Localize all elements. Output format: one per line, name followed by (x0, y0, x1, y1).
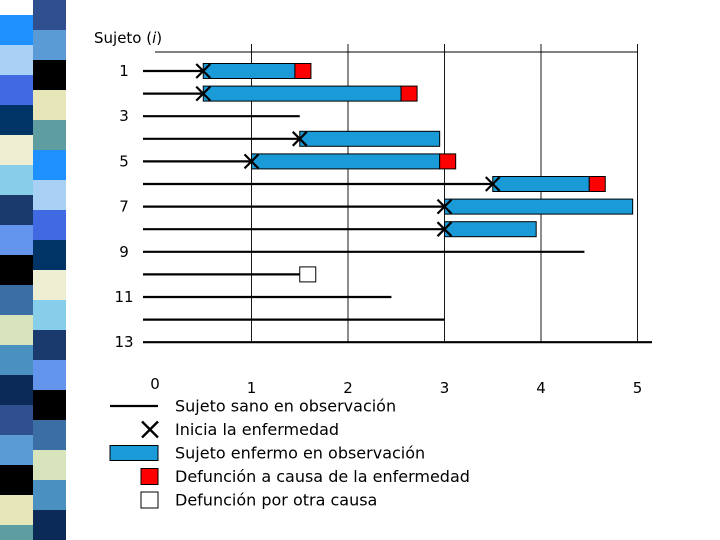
legend-item-healthy: Sujeto sano en observación (110, 397, 396, 416)
disease-death-marker-2 (400, 85, 418, 102)
grid-lines (155, 44, 638, 343)
stripe-segment (0, 105, 33, 136)
y-tick-label-3: 3 (119, 107, 129, 125)
stripe-segment (0, 495, 33, 526)
stripe-segment (0, 525, 33, 540)
legend-label-disease_death: Defunción a causa de la enfermedad (175, 467, 470, 486)
legend-item-onset: Inicia la enfermedad (141, 420, 339, 439)
stripe-segment (33, 360, 66, 391)
stripe-segment (33, 150, 66, 181)
stripe-segment (33, 450, 66, 481)
sick-bar-subject-8 (444, 221, 537, 238)
disease-death-marker-5 (439, 153, 457, 170)
stripe-segment (0, 435, 33, 466)
legend-item-other_death: Defunción por otra causa (140, 491, 377, 510)
disease-death-marker-6 (588, 176, 606, 192)
stripe-segment (33, 510, 66, 540)
stripe-segment (33, 30, 66, 61)
y-tick-label-11: 11 (114, 288, 133, 306)
stripe-segment (0, 135, 33, 166)
disease-death-marker-1 (294, 63, 312, 79)
y-tick-label-9: 9 (119, 243, 129, 261)
stripe-segment (0, 45, 33, 76)
onset-marker-subject-8 (436, 221, 453, 237)
x-tick-label-4: 4 (536, 379, 546, 397)
stripe-segment (33, 0, 66, 31)
stripe-segment (33, 180, 66, 211)
sick-bar-subject-5 (251, 153, 441, 170)
onset-marker-subject-4 (291, 131, 308, 147)
x-tick-label-3: 3 (440, 379, 450, 397)
sick-bar-subject-4 (299, 130, 441, 147)
stripe-segment (0, 75, 33, 106)
onset-marker-subject-7 (436, 198, 453, 215)
y-tick-label-5: 5 (119, 152, 129, 170)
sick-bar-subject-7 (444, 198, 634, 215)
stripe-segment (0, 315, 33, 346)
sick-bar-subject-2 (202, 85, 402, 102)
y-tick-label-7: 7 (119, 198, 129, 216)
stripe-segment (33, 210, 66, 241)
other-death-marker-10 (299, 266, 317, 283)
sick-bar-subject-6 (492, 176, 590, 192)
stripe-segment (0, 15, 33, 46)
legend-label-other_death: Defunción por otra causa (175, 491, 377, 510)
y-tick-label-1: 1 (119, 62, 129, 80)
onset-markers (195, 63, 501, 237)
stripe-segment (0, 195, 33, 226)
slide-decoration-stripe (0, 0, 66, 540)
legend-item-disease_death: Defunción a causa de la enfermedad (140, 467, 470, 486)
y-tick-label-13: 13 (114, 333, 133, 351)
stripe-segment (0, 225, 33, 256)
sick-bars (202, 63, 634, 238)
stripe-segment (0, 165, 33, 196)
stripe-segment (33, 420, 66, 451)
sick-bar-subject-1 (202, 63, 296, 79)
stripe-segment (0, 345, 33, 376)
legend: Sujeto sano en observación Inicia la enfe… (109, 397, 470, 510)
x-tick-label-5: 5 (633, 379, 643, 397)
legend-swatch-sick (109, 445, 159, 461)
end-markers (294, 63, 606, 283)
x-tick-label-0: 0 (150, 375, 160, 393)
stripe-segment (0, 255, 33, 286)
legend-swatch-disease_death (140, 468, 159, 485)
legend-label-onset: Inicia la enfermedad (175, 420, 339, 439)
legend-label-healthy: Sujeto sano en observación (175, 397, 396, 416)
onset-marker-subject-6 (484, 176, 501, 192)
stripe-segment (0, 375, 33, 406)
legend-label-sick: Sujeto enfermo en observación (175, 444, 425, 463)
stripe-segment (33, 390, 66, 421)
legend-swatch-other_death (140, 491, 159, 509)
onset-marker-subject-1 (195, 63, 212, 79)
legend-item-sick: Sujeto enfermo en observación (109, 444, 425, 463)
stripe-segment (33, 480, 66, 511)
y-axis-title: Sujeto (i) (94, 29, 162, 47)
stripe-segment (33, 240, 66, 271)
x-tick-labels: 0 1 2 3 4 5 (150, 375, 642, 397)
healthy-lines (143, 69, 652, 344)
onset-marker-subject-2 (195, 85, 212, 102)
stripe-segment (33, 300, 66, 331)
stripe-segment (0, 465, 33, 496)
stripe-segment (0, 285, 33, 316)
onset-marker-subject-5 (243, 153, 260, 170)
stripe-segment (33, 60, 66, 91)
stripe-segment (33, 120, 66, 151)
stripe-segment (33, 330, 66, 361)
x-tick-label-2: 2 (343, 379, 353, 397)
stripe-segment (0, 405, 33, 436)
stripe-segment (33, 270, 66, 301)
stripe-segment (33, 90, 66, 121)
x-tick-label-1: 1 (247, 379, 257, 397)
